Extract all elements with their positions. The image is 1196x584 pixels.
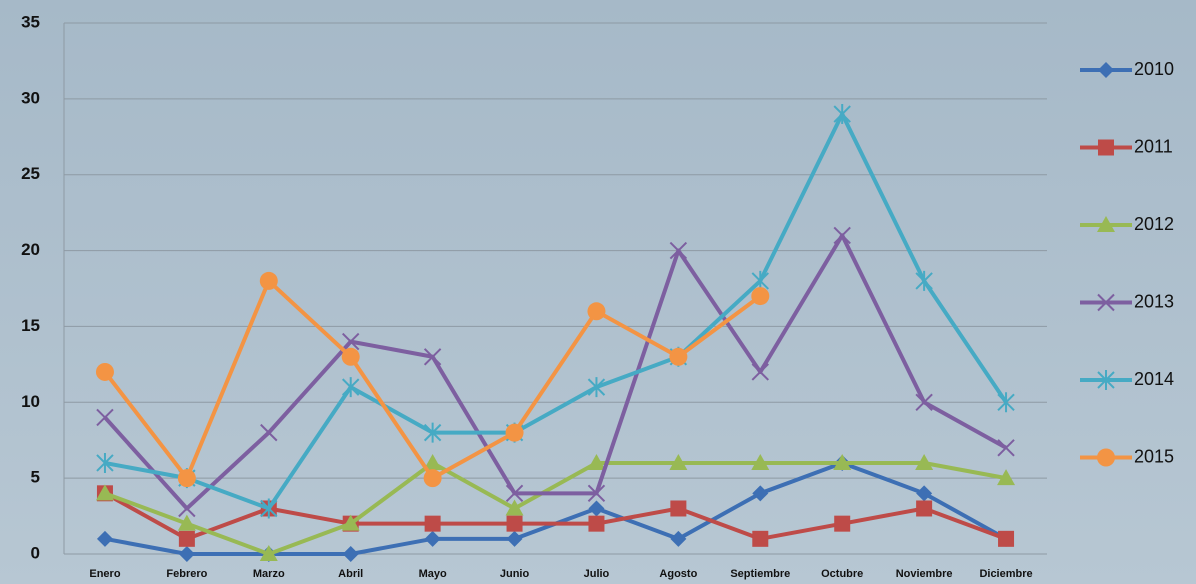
marker <box>751 287 769 305</box>
chart: 0 5 10 15 20 25 30 35 Enero Febrero Marzo Abril Mayo… <box>0 0 1196 584</box>
marker <box>507 516 523 532</box>
y-tick-label: 5 <box>31 468 40 487</box>
x-tick-label: Mayo <box>419 568 447 580</box>
y-tick-label: 10 <box>21 392 40 411</box>
marker <box>260 272 278 290</box>
x-tick-label: Octubre <box>821 568 863 580</box>
y-tick-label: 0 <box>31 543 40 562</box>
marker <box>506 424 524 442</box>
background <box>0 0 1196 584</box>
marker <box>179 531 195 547</box>
marker <box>424 469 442 487</box>
marker <box>998 531 1014 547</box>
legend-label: 2012 <box>1134 214 1174 234</box>
x-tick-label: Febrero <box>166 568 207 580</box>
x-tick-label: Agosto <box>659 568 697 580</box>
marker <box>752 531 768 547</box>
marker <box>425 516 441 532</box>
marker <box>670 500 686 516</box>
marker <box>342 348 360 366</box>
x-tick-label: Marzo <box>253 568 285 580</box>
marker <box>587 302 605 320</box>
x-tick-label: Junio <box>500 568 530 580</box>
y-tick-label: 30 <box>21 88 40 107</box>
legend-label: 2014 <box>1134 369 1174 389</box>
marker <box>916 500 932 516</box>
x-tick-label: Noviembre <box>896 568 953 580</box>
legend-marker <box>1097 449 1115 467</box>
y-tick-label: 15 <box>21 316 40 335</box>
legend-label: 2013 <box>1134 291 1174 311</box>
y-tick-label: 20 <box>21 240 40 259</box>
marker <box>669 348 687 366</box>
x-tick-label: Abril <box>338 568 363 580</box>
y-tick-label: 25 <box>21 164 40 183</box>
x-tick-label: Diciembre <box>979 568 1032 580</box>
legend-label: 2010 <box>1134 59 1174 79</box>
legend-label: 2011 <box>1134 136 1173 156</box>
legend-marker <box>1098 140 1114 156</box>
marker <box>96 363 114 381</box>
marker <box>834 516 850 532</box>
x-tick-label: Enero <box>89 568 120 580</box>
x-tick-label: Julio <box>584 568 610 580</box>
marker <box>588 516 604 532</box>
legend-label: 2015 <box>1134 446 1174 466</box>
marker <box>178 469 196 487</box>
y-tick-label: 35 <box>21 12 40 31</box>
x-tick-label: Septiembre <box>730 568 790 580</box>
